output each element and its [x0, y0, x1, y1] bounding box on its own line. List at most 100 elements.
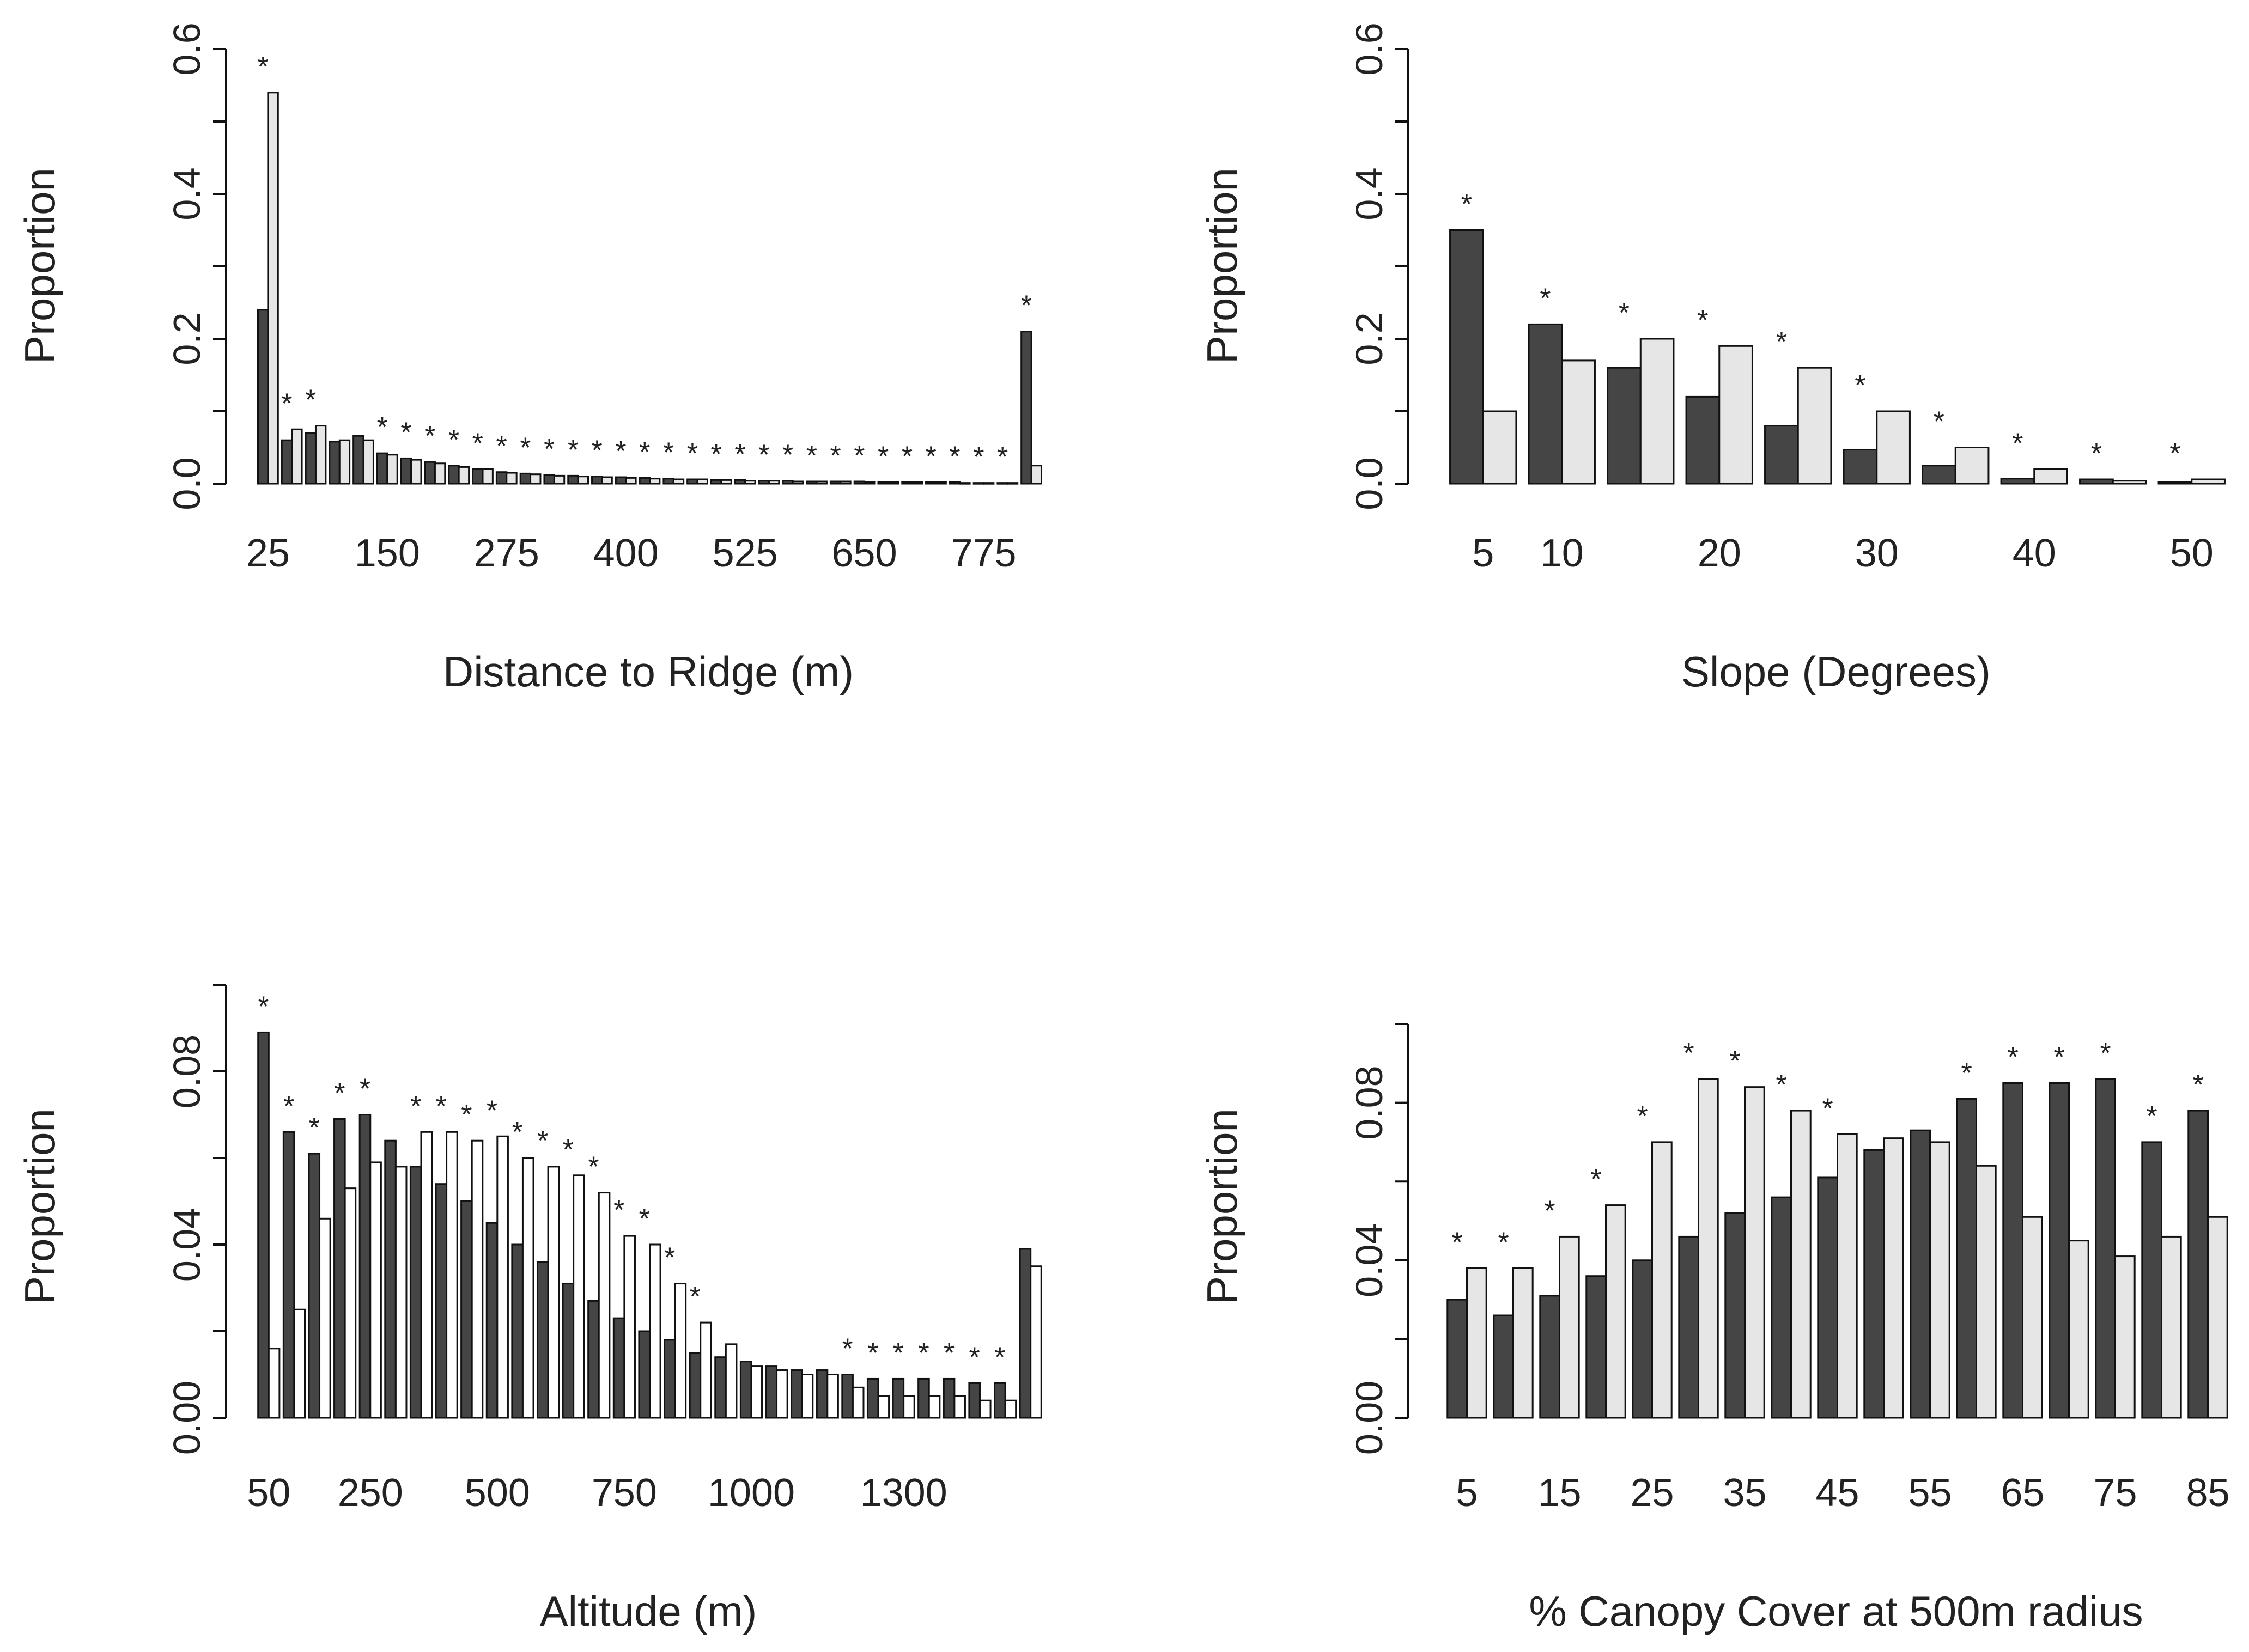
slope-significance-star-15: *	[1619, 297, 1630, 329]
slope-y-axis: 0.0 0.2 0.4 0.6	[1348, 22, 1409, 510]
distance-bar-light-575	[792, 480, 804, 485]
canopy-bar-light-85	[2207, 1216, 2228, 1419]
slope-significance-star-25: *	[1776, 326, 1787, 358]
distance-significance-stars: * * * * * * * * * * * * * * * * * * * * * * * * * * * * * * *	[258, 51, 1032, 473]
slope-y-tick-label: 0.0	[1348, 457, 1390, 510]
altitude-significance-star-450: *	[461, 1099, 472, 1131]
distance-bar-dark-100	[329, 441, 341, 485]
altitude-bar-light-1200	[852, 1386, 865, 1419]
altitude-x-tick-label: 250	[338, 1471, 403, 1515]
slope-bar-dark-30	[1843, 448, 1878, 485]
slope-bar-light-10	[1561, 359, 1596, 485]
distance-significance-star-575: *	[782, 440, 793, 471]
altitude-bar-dark-1450	[968, 1382, 981, 1419]
distance-bar-dark-700	[901, 481, 913, 485]
slope-bar-dark-45	[2079, 478, 2114, 485]
distance-significance-star-550: *	[758, 440, 769, 471]
distance-bar-light-200	[434, 462, 446, 485]
canopy-bar-light-25	[1651, 1141, 1673, 1419]
distance-bar-light-125	[362, 439, 374, 485]
canopy-significance-star-30: *	[1683, 1038, 1694, 1069]
altitude-bar-dark-1200	[841, 1374, 854, 1419]
distance-x-tick-label: 525	[713, 532, 778, 575]
altitude-bar-dark-100	[282, 1131, 295, 1419]
slope-significance-star-10: *	[1540, 283, 1551, 314]
slope-bar-dark-20	[1685, 395, 1721, 485]
canopy-significance-star-75: *	[2100, 1038, 2111, 1069]
distance-bar-dark-375	[591, 476, 603, 485]
canopy-x-tick-label: 65	[2001, 1471, 2044, 1515]
distance-bar-dark-625	[829, 480, 842, 485]
distance-bar-dark-400	[615, 476, 627, 485]
altitude-bar-light-300	[394, 1166, 408, 1419]
altitude-bar-dark-1050	[765, 1365, 778, 1419]
altitude-bar-dark-700	[587, 1300, 600, 1419]
distance-bar-light-775	[983, 482, 995, 485]
altitude-bar-dark-450	[460, 1200, 473, 1419]
altitude-significance-star-150: *	[309, 1112, 320, 1144]
altitude-bar-dark-300	[384, 1139, 397, 1419]
slope-bar-dark-40	[2000, 478, 2035, 485]
slope-bar-dark-25	[1764, 425, 1799, 485]
altitude-bar-light->1500	[1030, 1265, 1042, 1419]
canopy-significance-star-20: *	[1591, 1164, 1602, 1196]
canopy-significance-star-10: *	[1498, 1227, 1509, 1258]
canopy-significance-star-5: *	[1452, 1227, 1463, 1258]
altitude-bar-light-850	[674, 1283, 687, 1419]
distance-bar-dark-225	[448, 465, 460, 485]
altitude-bar-light-600	[547, 1166, 560, 1419]
distance-significance-star-775: *	[973, 442, 984, 473]
distance-bar-dark-425	[639, 477, 651, 485]
panel-altitude: * * * * * * * * * * * * * * * * * * * * * * * * 0.00 0.04 0.08 50…	[16, 984, 1042, 1635]
altitude-bar-light-1150	[826, 1374, 839, 1419]
distance-x-tick-label: 25	[246, 532, 290, 575]
distance-bar-light-350	[577, 476, 589, 485]
distance-significance-star-375: *	[592, 435, 603, 467]
distance-bar-dark-550	[758, 480, 770, 485]
slope-significance-star-50: *	[2169, 438, 2180, 470]
slope-bar-dark-10	[1528, 323, 1563, 485]
altitude-bar-dark-650	[562, 1283, 575, 1419]
altitude-bar-light-800	[649, 1243, 661, 1419]
canopy-bar-dark-45	[1817, 1176, 1839, 1419]
altitude-bar-light-400	[446, 1131, 458, 1419]
canopy-x-tick-labels: 5 15 25 35 45 55 65 75 85	[1456, 1471, 2229, 1515]
canopy-significance-stars: * * * * * * * * * * * * * * *	[1452, 1038, 2204, 1258]
altitude-bar-dark-400	[435, 1183, 448, 1419]
altitude-bar-dark-1000	[739, 1361, 752, 1419]
distance-bar-dark-275	[495, 471, 508, 485]
canopy-y-tick-label: 0.04	[1348, 1223, 1390, 1297]
canopy-bar-dark-5	[1446, 1299, 1468, 1419]
distance-significance-star-225: *	[448, 424, 459, 456]
distance-bar-dark-450	[662, 478, 674, 485]
canopy-significance-star-60: *	[1961, 1057, 1972, 1089]
altitude-significance-star-800: *	[639, 1203, 650, 1235]
distance-significance-star-625: *	[830, 440, 841, 472]
altitude-bar-dark-800	[638, 1330, 651, 1419]
canopy-bar-dark-60	[1956, 1098, 1978, 1419]
altitude-significance-star-1500: *	[994, 1342, 1005, 1373]
altitude-significance-star-1250: *	[867, 1337, 878, 1369]
distance-bar-light-25	[267, 92, 279, 485]
altitude-bar-light-1050	[776, 1369, 788, 1419]
canopy-bar-dark-65	[2002, 1082, 2024, 1419]
distance-bar-light-500	[720, 479, 732, 485]
slope-bar-light-45	[2112, 480, 2147, 485]
altitude-significance-star-1450: *	[969, 1342, 980, 1373]
canopy-bar-light-30	[1698, 1078, 1719, 1419]
distance-bar-dark-325	[543, 474, 555, 485]
slope-bar-light-15	[1639, 338, 1675, 485]
distance-bar-light-250	[482, 468, 494, 485]
altitude-significance-star-100: *	[283, 1090, 294, 1122]
canopy-bar-dark-10	[1493, 1314, 1515, 1419]
altitude-x-tick-label: 750	[592, 1471, 657, 1515]
altitude-bar-light-550	[521, 1157, 534, 1419]
altitude-significance-star-1400: *	[944, 1337, 955, 1369]
slope-y-axis-label: Proportion	[1198, 168, 1246, 364]
canopy-bar-dark-75	[2095, 1078, 2117, 1419]
distance-bar-dark->800	[1020, 331, 1032, 485]
altitude-bar-light-250	[369, 1161, 382, 1419]
slope-significance-star-20: *	[1697, 304, 1708, 336]
altitude-bar-dark-600	[536, 1261, 549, 1419]
canopy-bar-dark-40	[1771, 1196, 1792, 1419]
